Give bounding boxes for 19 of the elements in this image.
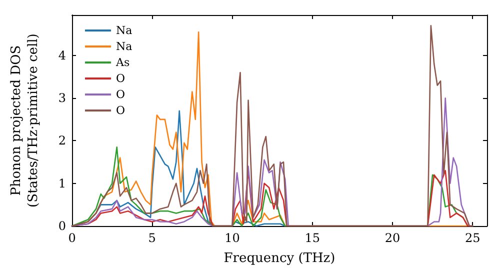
legend-label: Na [116, 40, 133, 53]
x-tick-label: 5 [148, 231, 156, 245]
x-tick-label: 20 [384, 231, 400, 245]
legend-label: As [115, 56, 130, 69]
x-tick-label: 25 [464, 231, 480, 245]
legend-label: Na [116, 24, 133, 37]
x-axis-title: Frequency (THz) [224, 251, 336, 266]
x-tick-label: 10 [224, 231, 240, 245]
y-tick-label: 1 [58, 176, 66, 190]
x-tick-label: 15 [304, 231, 320, 245]
y-tick-label: 3 [58, 91, 66, 106]
legend-label: O [116, 88, 126, 101]
x-tick-label: 0 [68, 231, 76, 245]
y-tick-label: 2 [58, 134, 66, 148]
legend-label: O [116, 104, 126, 117]
y-tick-label: 4 [58, 48, 66, 62]
y-tick-label: 0 [58, 219, 66, 233]
y-axis-title: Phonon projected DOS (States/THz·primitive cell) [9, 33, 41, 208]
legend-label: O [116, 72, 126, 85]
